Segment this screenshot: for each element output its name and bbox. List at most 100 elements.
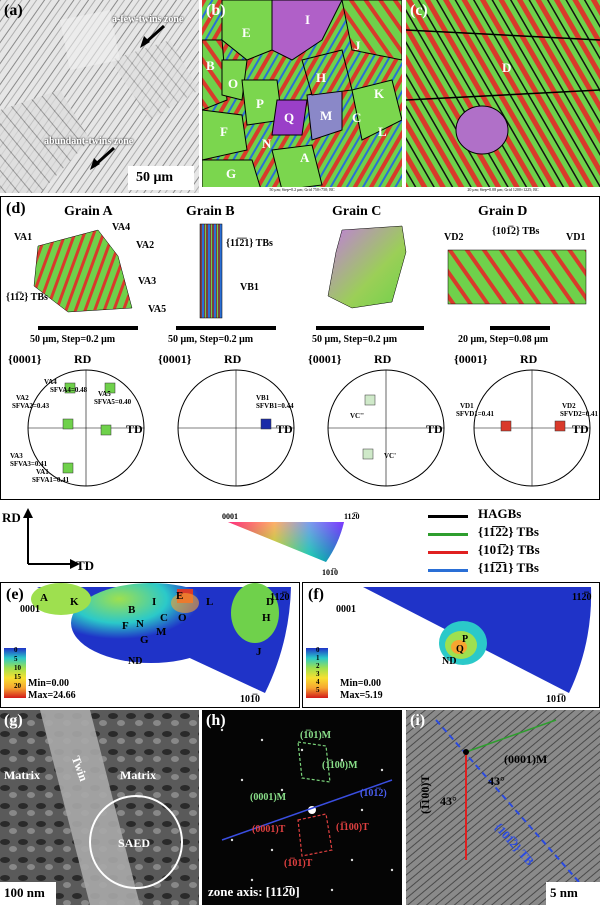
legend-10-12-label: {101̅2} TBs	[478, 542, 540, 557]
legend-td-label: TD	[76, 558, 95, 573]
plane-m-label: (0001)M	[504, 752, 548, 766]
grain-d-scalebar	[490, 326, 550, 330]
pole-annotation: SFVA4=0.48	[50, 386, 88, 394]
spot-m-2: (1̅100)M	[322, 760, 358, 771]
rd-td-axes	[23, 508, 80, 569]
panel-c-ebsd-map: (c) D 20 μm; Step=0.08 μm; Grid 1200×122…	[406, 0, 600, 193]
panel-f-point-q: Q	[456, 644, 464, 655]
grain-d-shape	[447, 249, 587, 305]
pole-marker	[104, 382, 116, 394]
vd2-label: VD2	[444, 232, 464, 243]
pole-marker	[62, 418, 74, 430]
arrow-icon	[90, 146, 116, 170]
grain-label-n: N	[262, 136, 272, 151]
grain-a-tb-label: {11̅2} TBs	[6, 292, 48, 303]
va1-label: VA1	[14, 232, 33, 243]
panel-e-point: J	[256, 646, 262, 658]
legend-11-22-label: {11̅2̅2} TBs	[478, 524, 539, 539]
pole-figure-3: {0001} RD TD VC'' VC'	[308, 350, 450, 496]
pole-annotation: SFVD2=0.41	[560, 410, 599, 418]
ipf-color-key	[228, 522, 344, 562]
pole-family-label: {0001}	[8, 352, 42, 366]
grain-d-scalebar-text: 20 μm, Step=0.08 μm	[458, 334, 549, 345]
grain-label-j: J	[354, 38, 361, 53]
legend-line-11-22	[428, 533, 468, 536]
grain-label-l: L	[378, 124, 387, 139]
panel-i-scalebar	[546, 882, 600, 905]
panel-f-colorbar	[306, 648, 328, 698]
pole-marker	[364, 394, 376, 406]
colorbar-tick: 10	[14, 664, 21, 672]
panel-e-point: O	[178, 612, 187, 624]
panel-i-hrtem: (i) (0001)M 43° 43° (1̅100)T {101̅2} TB …	[406, 710, 600, 905]
panel-e-1120: 112̅0	[270, 592, 290, 603]
pole-annotation: VC'	[384, 452, 397, 460]
panel-g-scalebar-text: 100 nm	[4, 885, 45, 900]
panel-e-1010: 101̅0	[240, 694, 260, 705]
panel-e-label: (e)	[6, 586, 24, 603]
panel-d-label: (d)	[6, 200, 26, 217]
grain-b-tb-label: {11̅2̅1} TBs	[226, 238, 273, 249]
panel-g-scalebar	[0, 882, 56, 905]
matrix-left-label: Matrix	[4, 768, 40, 782]
panel-e-min: Min=0.00	[28, 678, 69, 689]
grain-label-a: A	[300, 150, 310, 165]
grain-a-scalebar	[38, 326, 138, 330]
grain-a-shape	[33, 229, 133, 313]
panel-h-pattern	[220, 728, 394, 892]
panel-e-point: B	[128, 604, 136, 616]
panel-f-label: (f)	[308, 586, 324, 603]
grain-c-scalebar-text: 50 μm, Step=0.2 μm	[312, 334, 398, 345]
pole-marker	[62, 462, 74, 474]
panel-i-scalebar-text: 5 nm	[550, 885, 578, 900]
panel-b-footer: 50 μm; Step=0.2 μm; Grid 750×750; BC	[202, 187, 402, 193]
plane-t-label: (1̅100)T	[418, 774, 432, 814]
pole-annotation: VD1	[460, 402, 474, 410]
panel-f-max: Max=5.19	[340, 690, 383, 701]
legend-line-10-12	[428, 551, 468, 554]
grain-label-c: C	[352, 110, 362, 125]
panel-e-point: M	[156, 626, 167, 638]
angle-1-label: 43°	[488, 774, 505, 788]
pole-annotation: VA2	[16, 394, 29, 402]
boundary-legend: HAGBs {11̅2̅2} TBs {101̅2} TBs {11̅2̅1} …	[428, 506, 598, 576]
colorbar-tick: 20	[14, 682, 21, 690]
grain-label-d: D	[502, 60, 512, 75]
pole-marker	[362, 448, 374, 460]
grain-d-title: Grain D	[478, 204, 528, 219]
panel-e-point: I	[152, 596, 157, 608]
grain-label-k: K	[374, 86, 385, 101]
pole-marker	[554, 420, 566, 432]
grain-c-scalebar	[316, 326, 424, 330]
legend-rd-label: RD	[2, 510, 21, 525]
pole-annotation: VA4	[44, 378, 57, 386]
pole-annotation: SFVA1=0.41	[32, 476, 70, 484]
panel-b-ebsd-map: (b) E I J B O H K P Q M C F L N A G 50 μ…	[202, 0, 402, 193]
matrix-right-label: Matrix	[120, 768, 156, 782]
pole-marker	[100, 424, 112, 436]
panel-f-0001: 0001	[336, 604, 356, 615]
pole-marker	[64, 382, 76, 394]
pole-rd-label: RD	[74, 352, 92, 366]
pole-figure-4: {0001} RD TD VD1 SFVD1=0.41 VD2 SFVD2=0.41	[454, 350, 599, 496]
pole-annotation: VD2	[562, 402, 576, 410]
panel-e-point: F	[122, 620, 129, 632]
grain-label-m: M	[320, 108, 333, 123]
grain-b-title: Grain B	[186, 204, 235, 219]
panel-e-max: Max=24.66	[28, 690, 76, 701]
grain-b-shape	[199, 223, 223, 319]
pole-marker	[500, 420, 512, 432]
panel-e-0001: 0001	[20, 604, 40, 615]
pole-annotation: VB1	[256, 394, 270, 402]
pole-figure-2: {0001} RD TD VB1 SFVB1=0.44	[158, 350, 300, 496]
grain-c-title: Grain C	[332, 204, 382, 219]
vd1-label: VD1	[566, 232, 586, 243]
panel-e-colorbar	[4, 648, 26, 698]
pole-annotation: SFVA2=0.43	[12, 402, 50, 410]
panel-g-image	[0, 710, 199, 905]
panel-a-label: (a)	[4, 2, 23, 19]
grain-label-f: F	[220, 124, 228, 139]
grain-a-scalebar-text: 50 μm, Step=0.2 μm	[30, 334, 116, 345]
pole-annotation: VA5	[98, 390, 111, 398]
ipf-key-1010: 101̅0	[322, 568, 338, 577]
